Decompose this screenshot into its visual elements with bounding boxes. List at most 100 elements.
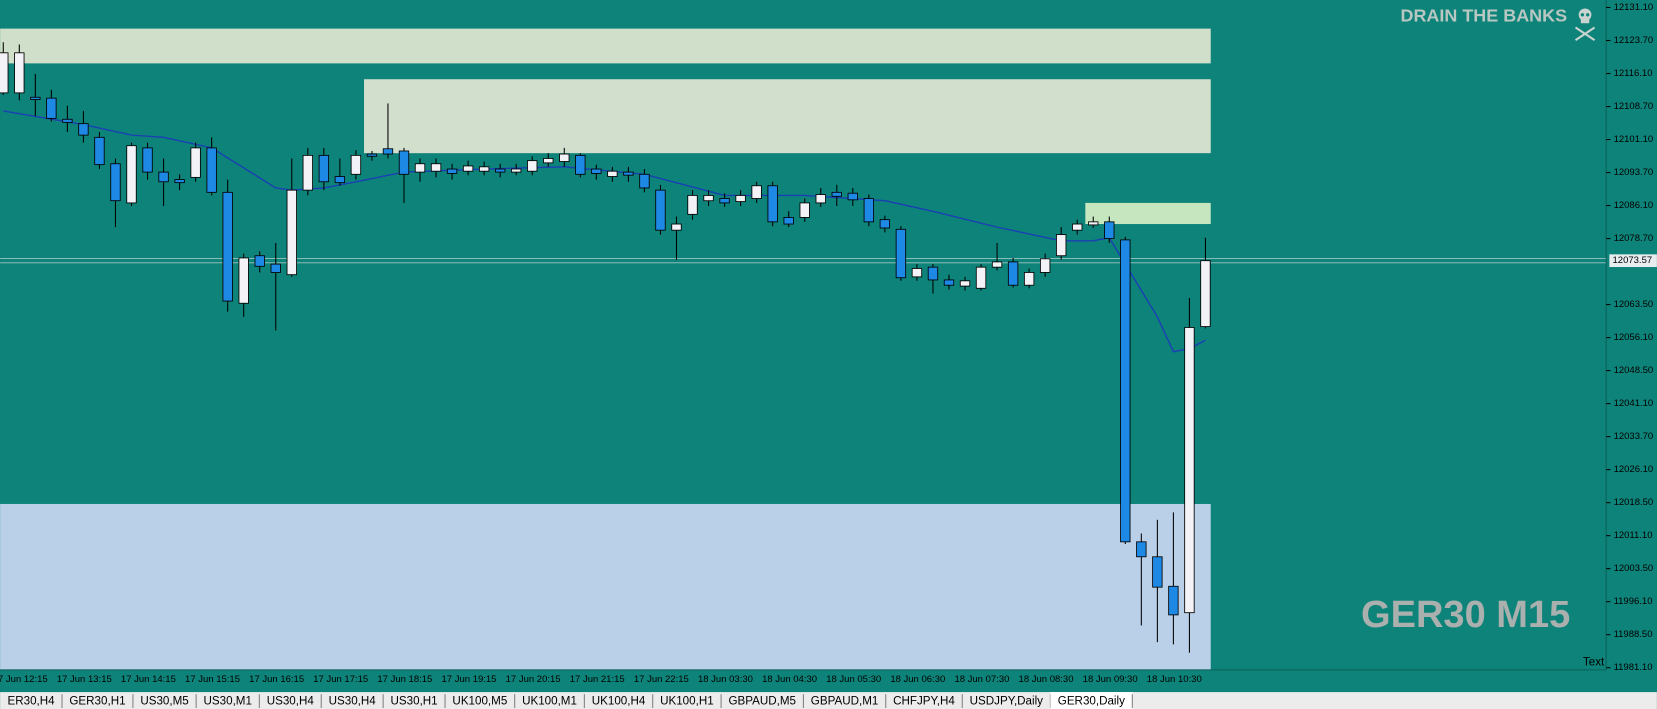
candle-body <box>382 148 394 155</box>
tab[interactable]: UK100,M5 <box>452 695 507 708</box>
candle-body <box>126 145 137 204</box>
tab[interactable]: CHFJPY,H4 <box>893 695 955 708</box>
candle-body <box>302 154 314 191</box>
candle-body <box>767 185 778 223</box>
candle-body <box>911 268 923 278</box>
candle-body <box>1039 258 1051 273</box>
y-tick-label: 12123.70 <box>1614 35 1654 46</box>
tab[interactable]: USDJPY,Daily <box>970 695 1044 708</box>
candle-body <box>1168 585 1179 616</box>
candle-body <box>142 147 153 173</box>
candle-body <box>174 179 185 184</box>
candle-body <box>543 158 554 164</box>
candle-body <box>607 170 618 177</box>
skull-icon <box>1574 8 1596 42</box>
candle-body <box>959 280 971 287</box>
candle-body <box>863 198 875 223</box>
tab[interactable]: ER30,H4 <box>7 695 55 708</box>
candle-body <box>719 198 730 204</box>
candle-body <box>591 168 602 174</box>
candle-body <box>318 154 330 183</box>
tab[interactable]: GBPAUD,M5 <box>728 695 796 708</box>
tab[interactable]: GER30,Daily <box>1058 695 1125 708</box>
zone <box>1085 202 1211 225</box>
x-tick-label: 17 Jun 17:15 <box>313 674 368 685</box>
candle-body <box>446 168 458 174</box>
y-tick-label: 12063.50 <box>1614 299 1654 310</box>
tab-bar <box>0 692 1657 709</box>
candle-body <box>1023 272 1035 286</box>
candle-body <box>238 257 249 304</box>
y-tick-label: 11988.50 <box>1614 629 1653 640</box>
candle-body <box>110 163 121 202</box>
y-tick-label: 12011.10 <box>1614 530 1653 541</box>
x-tick-label: 17 Jun 22:15 <box>634 674 689 685</box>
y-tick-label: 11981.10 <box>1614 662 1653 673</box>
tab[interactable]: GER30,H1 <box>69 695 125 708</box>
candle-body <box>350 154 362 175</box>
x-tick-label: 18 Jun 04:30 <box>762 674 817 685</box>
candle-body <box>1056 234 1067 257</box>
candle-body <box>783 217 794 225</box>
candle-body <box>1152 556 1163 588</box>
y-tick-label: 12018.50 <box>1614 497 1654 508</box>
candle-body <box>1072 223 1083 231</box>
tab[interactable]: US30,M1 <box>204 695 252 708</box>
plot-area <box>0 28 1607 670</box>
x-tick-label: 18 Jun 10:30 <box>1147 674 1202 685</box>
tab[interactable]: US30,H1 <box>391 695 438 708</box>
text-label: Text <box>1583 656 1605 669</box>
x-tick-label: 17 Jun 15:15 <box>185 674 240 685</box>
candle-body <box>991 261 1003 268</box>
candle-body <box>943 279 955 286</box>
tab[interactable]: US30,H4 <box>267 695 315 708</box>
candle-body <box>398 150 410 175</box>
candle-body <box>270 263 281 273</box>
tab[interactable]: UK100,H1 <box>660 695 714 708</box>
y-tick-label: 12093.70 <box>1614 167 1654 178</box>
candle-body <box>671 223 682 231</box>
y-tick-label: 12086.10 <box>1614 200 1654 211</box>
y-tick-label: 12003.50 <box>1614 563 1654 574</box>
candle-body <box>879 219 891 229</box>
candle-body <box>1104 221 1115 239</box>
x-tick-label: 18 Jun 07:30 <box>954 674 1009 685</box>
candle-body <box>895 228 907 279</box>
candle-body <box>927 266 939 281</box>
candle-body <box>334 176 346 184</box>
x-tick-label: 17 Jun 21:15 <box>570 674 625 685</box>
y-tick-label: 12041.10 <box>1614 398 1654 409</box>
candle-body <box>462 165 474 172</box>
tab[interactable]: US30,H4 <box>329 695 377 708</box>
candle-body <box>831 191 842 197</box>
candle-body <box>975 266 987 289</box>
candle-body <box>527 160 538 172</box>
candle-body <box>751 185 762 199</box>
candle-body <box>430 163 442 172</box>
candle-body <box>623 171 634 176</box>
tab[interactable]: UK100,M1 <box>522 695 577 708</box>
candle-body <box>511 168 522 173</box>
symbol-label: GER30 M15 <box>1361 594 1570 636</box>
candle-body <box>206 147 217 193</box>
x-tick-label: 18 Jun 05:30 <box>826 674 881 685</box>
y-tick-label: 11996.10 <box>1614 596 1653 607</box>
tab[interactable]: GBPAUD,M1 <box>811 695 879 708</box>
candle-body <box>1007 261 1019 286</box>
candle-body <box>687 195 698 215</box>
x-tick-label: 17 Jun 18:15 <box>377 674 432 685</box>
candle-body <box>575 154 586 175</box>
candle-body <box>639 173 650 189</box>
tab[interactable]: UK100,H4 <box>592 695 646 708</box>
y-tick-label: 12033.70 <box>1614 431 1654 442</box>
candle-body <box>78 123 89 136</box>
candle-body <box>815 194 826 204</box>
tab[interactable]: US30,M5 <box>140 695 188 708</box>
candle-body <box>655 189 666 231</box>
y-tick-label: 12056.10 <box>1614 332 1654 343</box>
current-price-label: 12073.57 <box>1613 255 1653 266</box>
x-tick-label: 18 Jun 06:30 <box>890 674 945 685</box>
x-tick-label: 17 Jun 13:15 <box>57 674 112 685</box>
